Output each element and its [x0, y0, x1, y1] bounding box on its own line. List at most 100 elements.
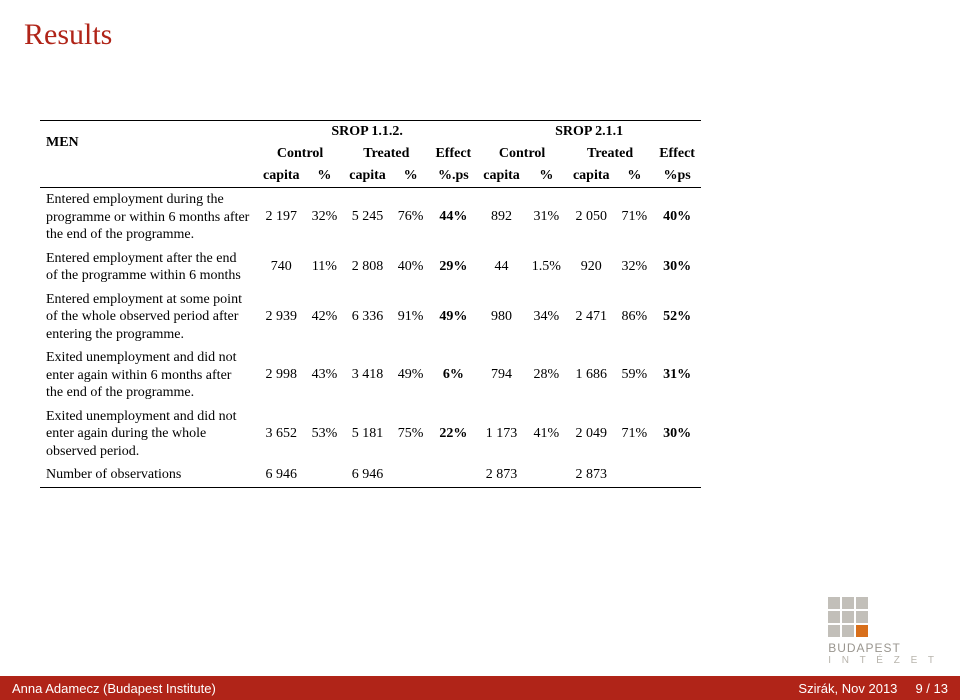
super-header-row: MEN SROP 1.1.2. SROP 2.1.1	[40, 121, 701, 144]
cell: 2 939	[257, 288, 306, 347]
table-row: Exited unemployment and did not enter ag…	[40, 346, 701, 405]
col-group: Treated	[343, 143, 429, 165]
unit-header: %	[306, 165, 344, 188]
cell: 43%	[306, 346, 344, 405]
cell: 59%	[616, 346, 654, 405]
cell: 6 336	[343, 288, 392, 347]
cell: 52%	[653, 288, 701, 347]
cell: 1 173	[477, 405, 526, 464]
cell: 75%	[392, 405, 430, 464]
footer-author: Anna Adamecz (Budapest Institute)	[12, 681, 216, 696]
table-row: Exited unemployment and did not enter ag…	[40, 405, 701, 464]
cell: 980	[477, 288, 526, 347]
cell: 40%	[653, 188, 701, 247]
cell: 41%	[526, 405, 567, 464]
col-group: Control	[257, 143, 343, 165]
cell	[653, 463, 701, 487]
row-label: Exited unemployment and did not enter ag…	[40, 405, 257, 464]
col-group: Effect	[429, 143, 477, 165]
cell: 2 471	[567, 288, 616, 347]
cell: 2 197	[257, 188, 306, 247]
footer-venue: Szirák, Nov 2013	[798, 681, 897, 696]
cell: 892	[477, 188, 526, 247]
observations-row: Number of observations6 9466 9462 8732 8…	[40, 463, 701, 487]
obs-label: Number of observations	[40, 463, 257, 487]
table-body: Entered employment during the programme …	[40, 188, 701, 488]
cell: 11%	[306, 247, 344, 288]
cell: 6 946	[343, 463, 392, 487]
row-label: Entered employment during the programme …	[40, 188, 257, 247]
unit-header: %	[616, 165, 654, 188]
cell: 2 050	[567, 188, 616, 247]
col-group: Effect	[653, 143, 701, 165]
logo-line2: I N T É Z E T	[828, 655, 938, 666]
unit-header: %.ps	[429, 165, 477, 188]
page-title: Results	[24, 18, 960, 52]
cell: 920	[567, 247, 616, 288]
cell: 1 686	[567, 346, 616, 405]
results-table: MEN SROP 1.1.2. SROP 2.1.1 Control Treat…	[40, 120, 701, 488]
cell: 740	[257, 247, 306, 288]
cell: 44%	[429, 188, 477, 247]
cell	[526, 463, 567, 487]
cell: 28%	[526, 346, 567, 405]
cell	[429, 463, 477, 487]
logo-squares	[828, 597, 938, 637]
unit-header: capita	[477, 165, 526, 188]
cell: 44	[477, 247, 526, 288]
cell: 32%	[306, 188, 344, 247]
table-row: Entered employment during the programme …	[40, 188, 701, 247]
cell: 49%	[429, 288, 477, 347]
col-group: Control	[477, 143, 567, 165]
unit-header: capita	[343, 165, 392, 188]
unit-header: capita	[567, 165, 616, 188]
table-row: Entered employment after the end of the …	[40, 247, 701, 288]
cell: 29%	[429, 247, 477, 288]
cell: 2 998	[257, 346, 306, 405]
cell: 2 049	[567, 405, 616, 464]
cell: 2 873	[567, 463, 616, 487]
col-group: Treated	[567, 143, 653, 165]
unit-blank	[40, 165, 257, 188]
unit-header: %	[526, 165, 567, 188]
men-label: MEN	[40, 121, 257, 166]
cell: 40%	[392, 247, 430, 288]
footer-right: Szirák, Nov 2013 9 / 13	[798, 681, 948, 696]
cell: 31%	[526, 188, 567, 247]
row-label: Entered employment after the end of the …	[40, 247, 257, 288]
footer-page: 9 / 13	[915, 681, 948, 696]
cell: 76%	[392, 188, 430, 247]
cell: 91%	[392, 288, 430, 347]
cell: 86%	[616, 288, 654, 347]
cell: 30%	[653, 247, 701, 288]
cell: 49%	[392, 346, 430, 405]
cell: 22%	[429, 405, 477, 464]
cell: 794	[477, 346, 526, 405]
cell: 71%	[616, 405, 654, 464]
table-row: Entered employment at some point of the …	[40, 288, 701, 347]
unit-header: %ps	[653, 165, 701, 188]
cell: 5 245	[343, 188, 392, 247]
cell: 2 873	[477, 463, 526, 487]
cell: 31%	[653, 346, 701, 405]
unit-header: capita	[257, 165, 306, 188]
cell	[616, 463, 654, 487]
cell: 53%	[306, 405, 344, 464]
unit-header: %	[392, 165, 430, 188]
cell: 32%	[616, 247, 654, 288]
row-label: Exited unemployment and did not enter ag…	[40, 346, 257, 405]
cell: 71%	[616, 188, 654, 247]
logo-line1: BUDAPEST	[828, 641, 938, 655]
srop211-header: SROP 2.1.1	[477, 121, 701, 144]
cell: 6 946	[257, 463, 306, 487]
cell: 34%	[526, 288, 567, 347]
cell: 3 652	[257, 405, 306, 464]
cell: 42%	[306, 288, 344, 347]
unit-header-row: capita%capita%%.pscapita%capita%%ps	[40, 165, 701, 188]
cell	[392, 463, 430, 487]
cell: 5 181	[343, 405, 392, 464]
cell: 30%	[653, 405, 701, 464]
table-area: MEN SROP 1.1.2. SROP 2.1.1 Control Treat…	[40, 120, 920, 488]
cell	[306, 463, 344, 487]
budapest-logo: BUDAPEST I N T É Z E T	[828, 597, 938, 666]
